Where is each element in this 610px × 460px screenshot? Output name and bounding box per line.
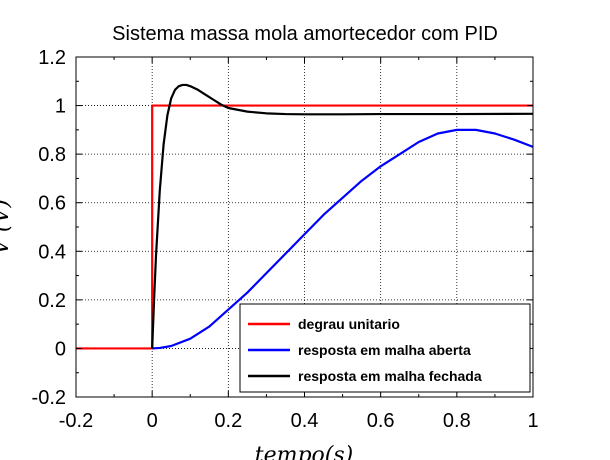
series-layer — [76, 83, 534, 350]
ticks: -0.2 0 0.2 0.4 0.6 0.8 1 -0.2 0 0.2 0.4 0.6 0.8 1 1.2 — [32, 47, 539, 432]
x-axis-label: tempo(s) — [255, 443, 354, 460]
x-tick-label: 1 — [527, 410, 538, 432]
y-tick-label: 1 — [55, 96, 66, 118]
y-tick-label: 1.2 — [38, 47, 66, 69]
x-tick-label: -0.2 — [59, 410, 93, 432]
y-tick-label: 0.8 — [38, 144, 66, 166]
legend-label: degrau unitario — [298, 316, 400, 332]
y-tick-label: 0.6 — [38, 193, 66, 215]
x-tick-label: 0 — [147, 410, 158, 432]
legend-box — [239, 303, 531, 393]
y-tick-label: 0 — [55, 338, 66, 360]
legend-label: resposta em malha fechada — [298, 368, 482, 384]
y-tick-label: -0.2 — [32, 387, 66, 409]
series-line-2 — [152, 128, 534, 350]
x-tick-label: 0.6 — [367, 410, 395, 432]
chart-title: Sistema massa mola amortecedor com PID — [112, 23, 498, 45]
y-tick-label: 0.2 — [38, 290, 66, 312]
legend: degrau unitario resposta em malha aberta r… — [239, 303, 531, 393]
y-axis-label: V (V) — [0, 199, 14, 255]
y-tick-label: 0.4 — [38, 241, 66, 263]
x-tick-label: 0.4 — [291, 410, 319, 432]
x-tick-label: 0.2 — [214, 410, 242, 432]
series-line-3 — [151, 83, 534, 349]
legend-label: resposta em malha aberta — [298, 342, 471, 358]
x-tick-label: 0.8 — [443, 410, 471, 432]
series-line-1 — [76, 104, 533, 350]
